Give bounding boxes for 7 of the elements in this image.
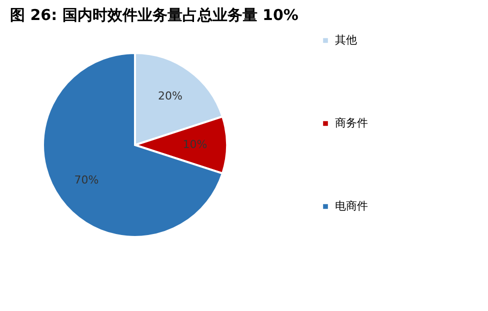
legend-label: 商务件 (335, 116, 368, 130)
data-label: 20% (158, 89, 182, 102)
legend-label: 其他 (335, 34, 357, 46)
data-label: 10% (182, 138, 208, 151)
legend-label: 电商件 (335, 200, 368, 212)
chart-title: 图 26: 国内时效件业务量占总业务量 10% (10, 6, 298, 24)
data-label: 70% (74, 173, 99, 186)
